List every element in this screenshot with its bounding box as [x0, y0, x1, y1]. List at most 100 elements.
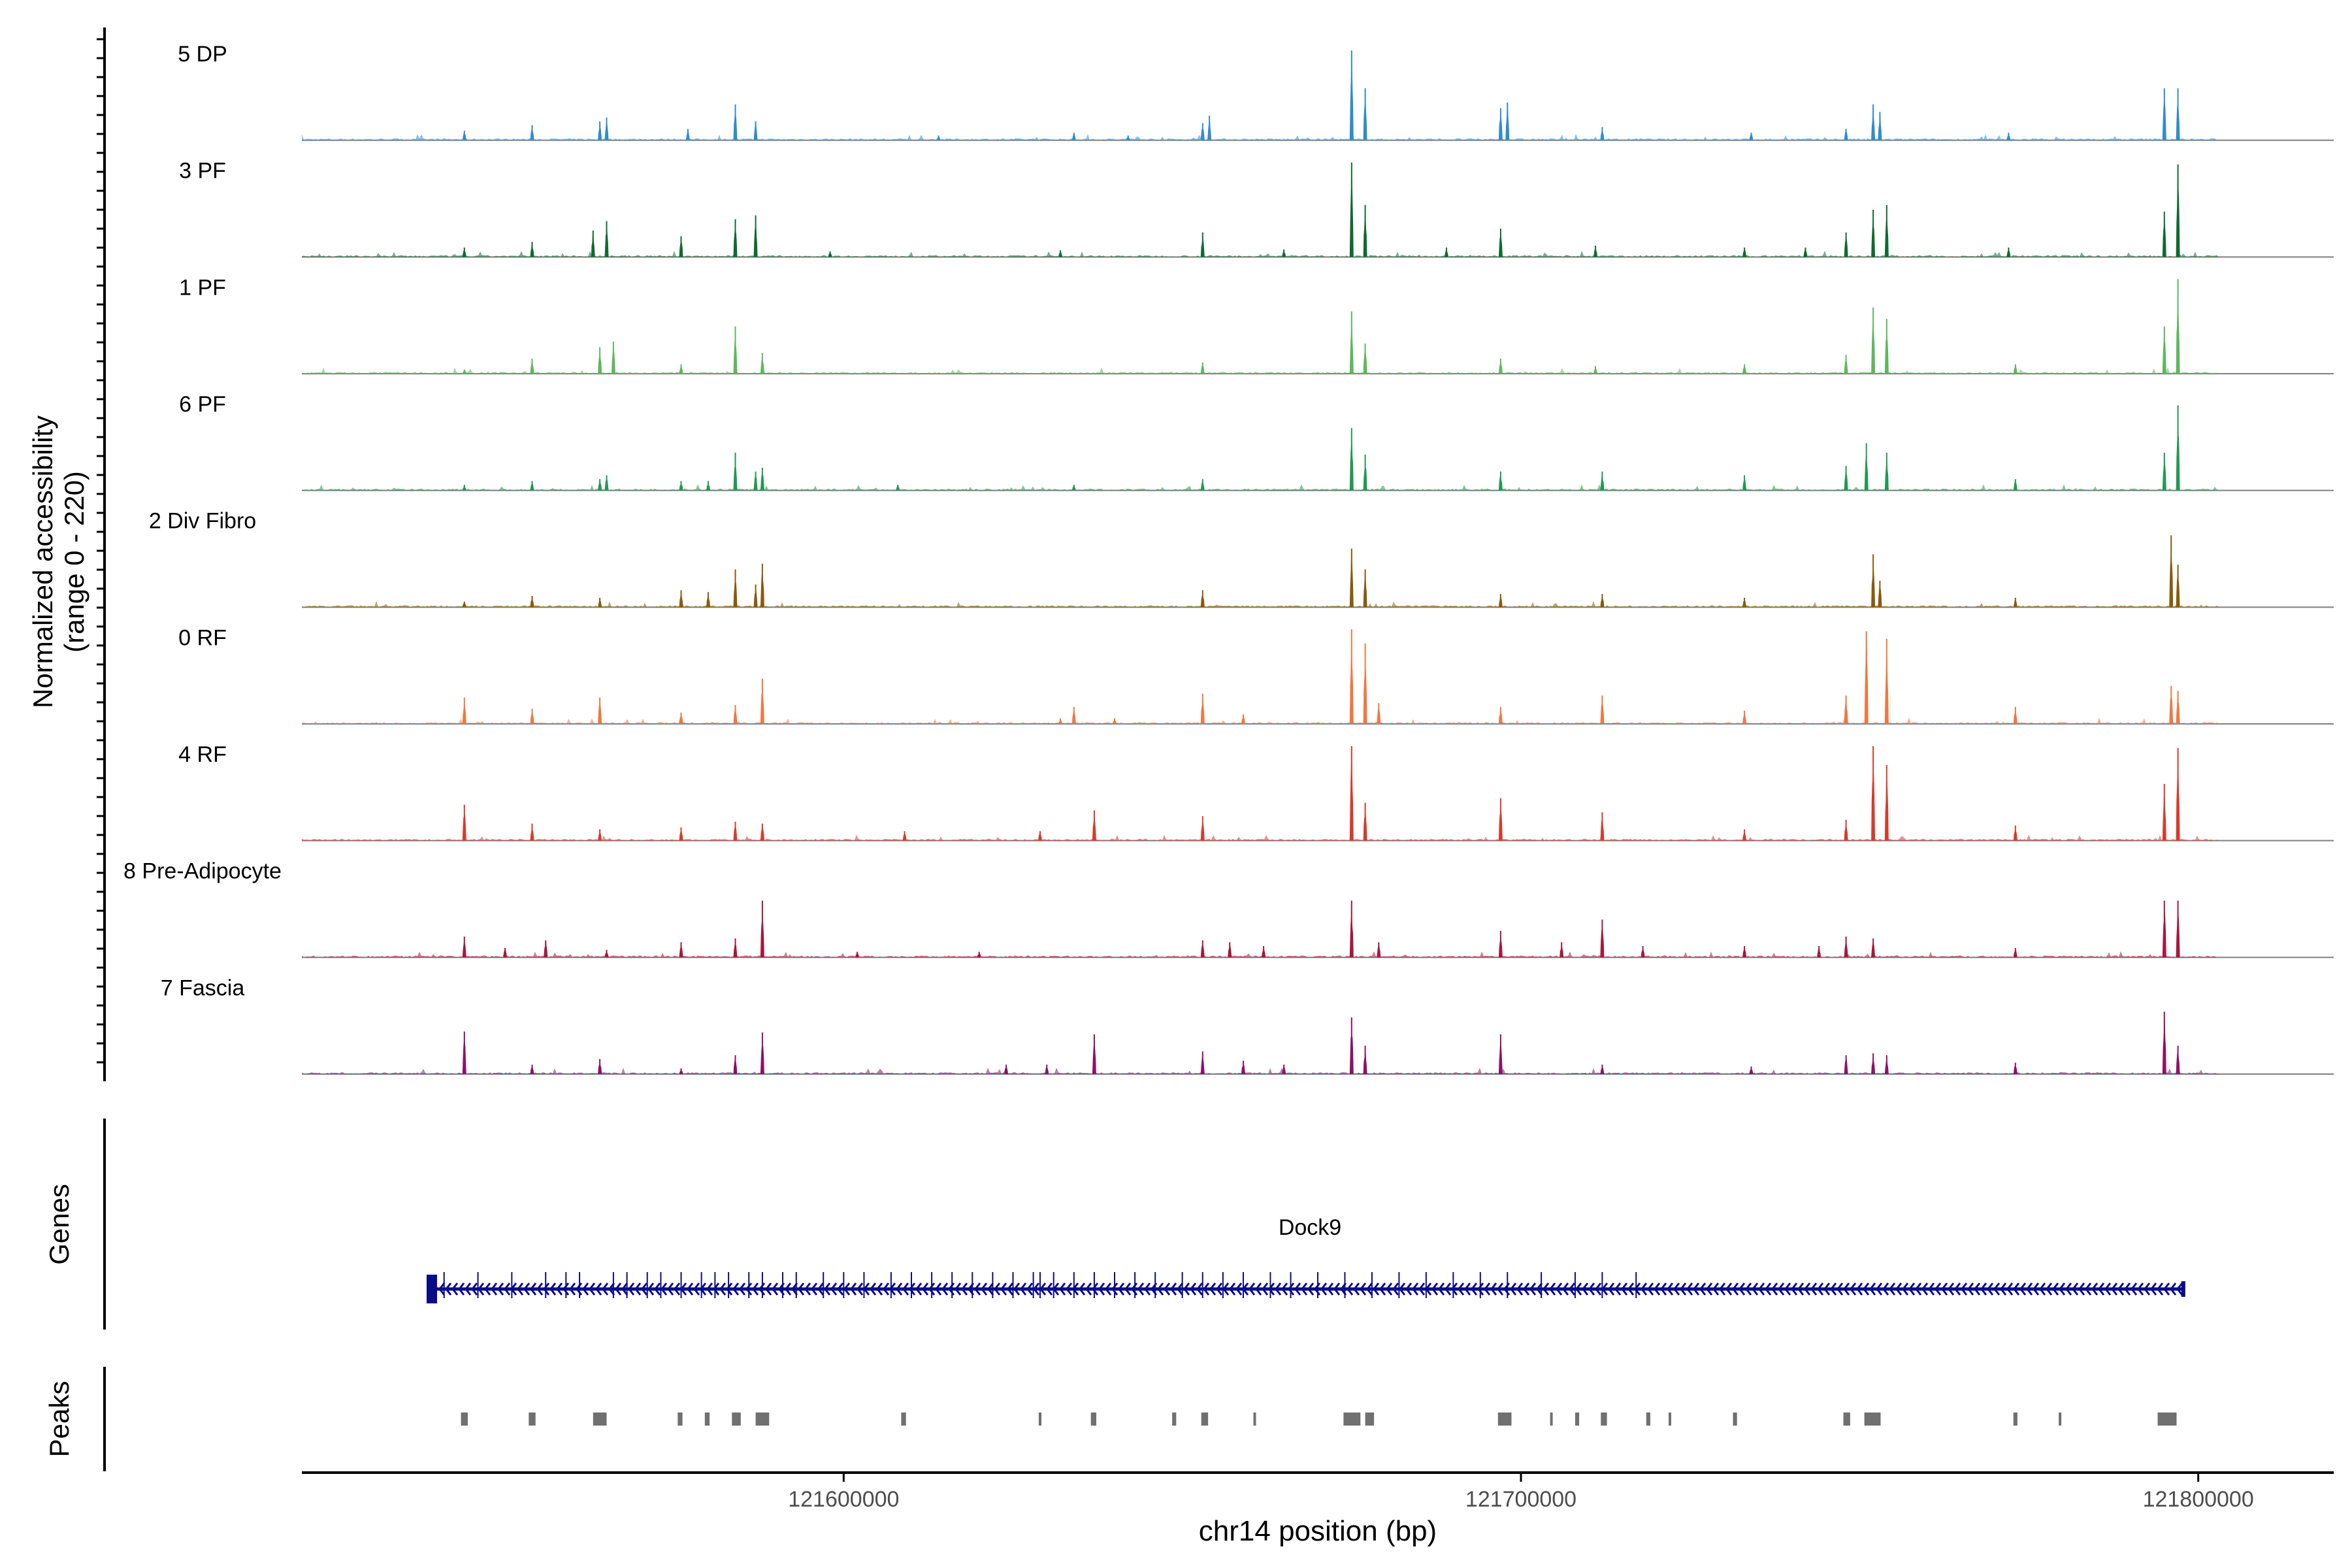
peak-region	[1864, 1413, 1881, 1426]
gene-strand-arrow	[2131, 1282, 2138, 1296]
gene-strand-arrow	[1993, 1282, 2001, 1296]
gene-strand-arrow	[987, 1282, 994, 1296]
y-axis-label: Normalized accessibility (range 0 - 220)	[27, 416, 90, 708]
peak-region	[529, 1413, 536, 1426]
gene-strand-arrow	[1307, 1282, 1315, 1296]
gene-strand-arrow	[497, 1282, 504, 1296]
gene-strand-arrow	[2157, 1282, 2164, 1296]
gene-strand-arrow	[1170, 1282, 1177, 1296]
track-1-pf: 1 PF	[179, 275, 2334, 374]
gene-strand-arrow	[1817, 1282, 1824, 1296]
gene-strand-arrow	[2104, 1282, 2112, 1296]
peak-region	[1646, 1413, 1650, 1426]
gene-strand-arrow	[713, 1282, 720, 1296]
gene-strand-arrow	[1333, 1282, 1341, 1296]
gene-strand-arrow	[1863, 1282, 1870, 1296]
gene-strand-arrow	[1229, 1282, 1236, 1296]
gene-strand-arrow	[1196, 1282, 1203, 1296]
gene-strand-arrow	[2098, 1282, 2105, 1296]
gene-strand-arrow	[928, 1282, 936, 1296]
gene-strand-arrow	[1249, 1282, 1256, 1296]
gene-strand-arrow	[1595, 1282, 1602, 1296]
gene-strand-arrow	[2091, 1282, 2099, 1296]
track-label: 8 Pre-Adipocyte	[123, 859, 282, 884]
gene-strand-arrow	[628, 1282, 635, 1296]
gene-strand-arrow	[1177, 1282, 1184, 1296]
peak-region	[704, 1413, 710, 1426]
gene-strand-arrow	[1183, 1282, 1190, 1296]
gene-strand-arrow	[1967, 1282, 1974, 1296]
gene-strand-arrow	[582, 1282, 589, 1296]
gene-strand-arrow	[1418, 1282, 1426, 1296]
gene-strand-arrow	[1954, 1282, 1961, 1296]
gene-strand-arrow	[1059, 1282, 1066, 1296]
gene-strand-arrow	[1627, 1282, 1635, 1296]
gene-strand-arrow	[1739, 1282, 1746, 1296]
peak-region	[593, 1413, 607, 1426]
gene-strand-arrow	[2111, 1282, 2118, 1296]
gene-strand-arrow	[1013, 1282, 1021, 1296]
gene-strand-arrow	[1268, 1282, 1275, 1296]
gene-strand-arrow	[1830, 1282, 1837, 1296]
gene-strand-arrow	[935, 1282, 942, 1296]
track-background-signal	[302, 951, 2219, 958]
gene-strand-arrow	[1092, 1282, 1099, 1296]
gene-strand-arrow	[1608, 1282, 1615, 1296]
gene-strand-arrow	[1203, 1282, 1210, 1296]
gene-strand-arrow	[654, 1282, 661, 1296]
gene-strand-arrow	[2085, 1282, 2092, 1296]
peak-region	[1733, 1413, 1737, 1426]
gene-strand-arrow	[915, 1282, 923, 1296]
gene-strand-arrow	[1144, 1282, 1151, 1296]
peak-region	[1575, 1413, 1580, 1426]
gene-strand-arrow	[1771, 1282, 1778, 1296]
track-label: 3 PF	[179, 159, 226, 184]
gene-strand-arrow	[1725, 1282, 1733, 1296]
gene-strand-arrow	[1823, 1282, 1831, 1296]
track-background-signal	[302, 367, 2219, 374]
track-background-signal	[302, 1068, 2219, 1074]
gene-strand-arrow	[1921, 1282, 1929, 1296]
gene-strand-arrow	[1654, 1282, 1661, 1296]
gene-strand-arrow	[798, 1282, 805, 1296]
gene-strand-arrow	[2046, 1282, 2053, 1296]
gene-strand-arrow	[2019, 1282, 2027, 1296]
gene-strand-arrow	[556, 1282, 563, 1296]
gene-strand-arrow	[1941, 1282, 1948, 1296]
gene-strand-arrow	[1680, 1282, 1687, 1296]
gene-strand-arrow	[1765, 1282, 1772, 1296]
gene-strand-arrow	[1699, 1282, 1707, 1296]
peak-region	[2013, 1413, 2017, 1426]
gene-strand-arrow	[1098, 1282, 1105, 1296]
gene-strand-arrow	[1451, 1282, 1458, 1296]
track-label: 5 DP	[178, 42, 227, 67]
x-tick-label: 121800000	[2143, 1487, 2254, 1512]
track-label: 7 Fascia	[161, 975, 245, 1000]
gene-strand-arrow	[1026, 1282, 1034, 1296]
gene-strand-arrow	[1837, 1282, 1844, 1296]
track-background-signal	[302, 483, 2219, 491]
gene-strand-arrow	[517, 1282, 524, 1296]
peaks-panel-label: Peaks	[44, 1381, 74, 1458]
gene-strand-arrow	[837, 1282, 844, 1296]
gene-strand-arrow	[1085, 1282, 1092, 1296]
gene-strand-arrow	[1327, 1282, 1334, 1296]
gene-strand-arrow	[706, 1282, 713, 1296]
gene-strand-arrow	[1347, 1282, 1354, 1296]
gene-strand-arrow	[1353, 1282, 1360, 1296]
gene-strand-arrow	[994, 1282, 1001, 1296]
gene-strand-arrow	[1490, 1282, 1497, 1296]
gene-strand-arrow	[1543, 1282, 1550, 1296]
gene-strand-arrow	[1320, 1282, 1328, 1296]
gene-strand-arrow	[1856, 1282, 1863, 1296]
track-4-rf: 4 RF	[178, 742, 2334, 841]
gene-strand-arrow	[1614, 1282, 1622, 1296]
track-6-pf: 6 PF	[179, 392, 2334, 491]
gene-strand-arrow	[569, 1282, 576, 1296]
gene-strand-arrow	[1810, 1282, 1818, 1296]
gene-strand-arrow	[1980, 1282, 1987, 1296]
gene-strand-arrow	[1569, 1282, 1576, 1296]
gene-strand-arrow	[732, 1282, 740, 1296]
gene-strand-arrow	[2026, 1282, 2033, 1296]
